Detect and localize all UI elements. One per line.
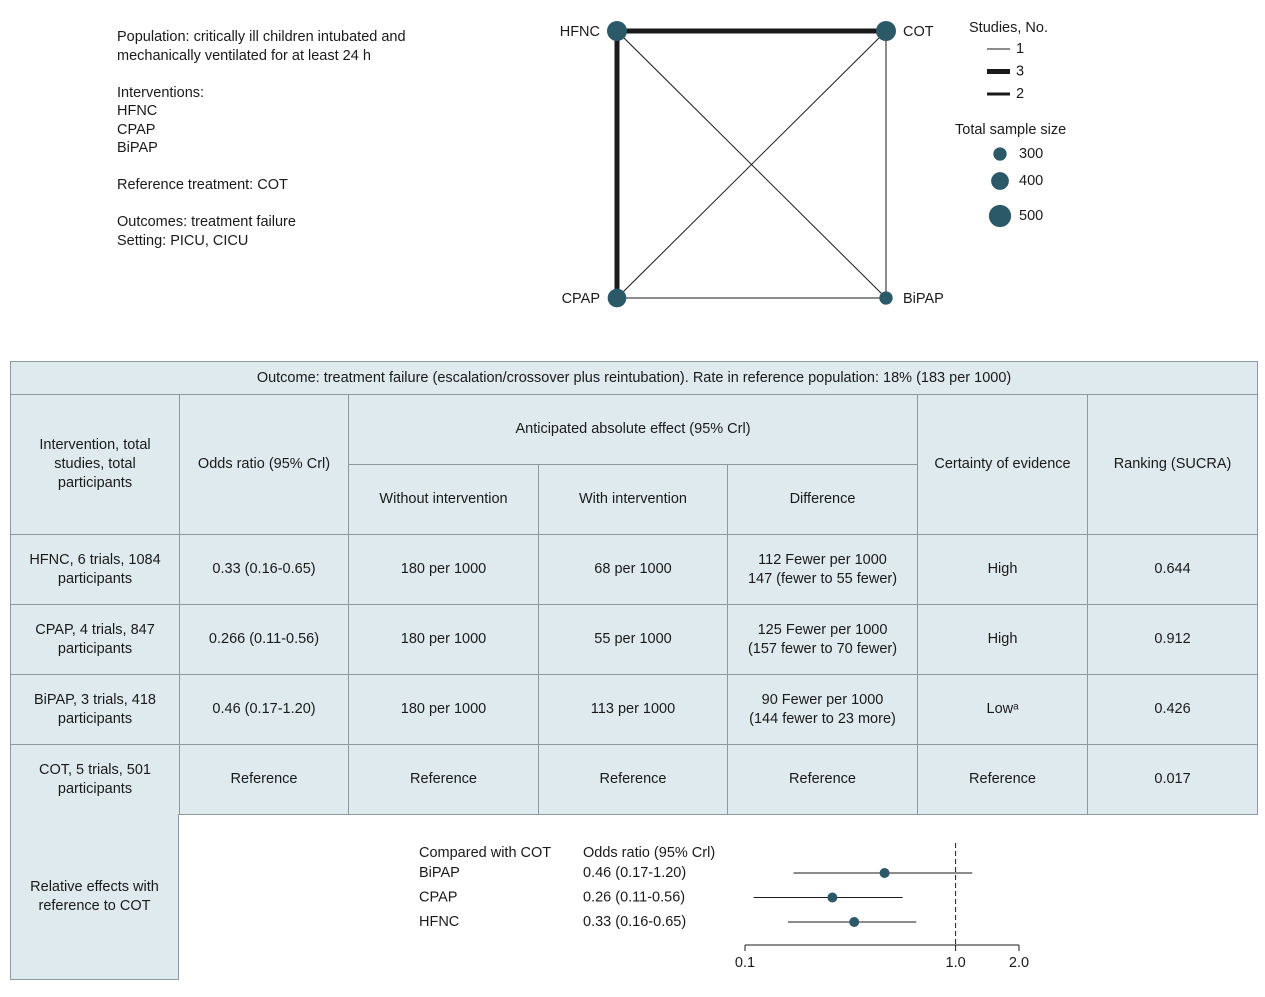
legend-circle: [988, 204, 1012, 228]
study-info: Population: critically ill children intu…: [117, 28, 406, 250]
legend-label: 1: [1016, 41, 1024, 57]
population: mechanically ventilated for at least 24 …: [117, 47, 371, 64]
difference-line: (144 fewer to 23 more): [749, 710, 896, 727]
difference-line: 125 Fewer per 1000: [757, 621, 888, 638]
cell: 125 Fewer per 1000 (157 fewer to 70 fewer…: [727, 604, 918, 675]
row-name: BiPAP: [419, 865, 460, 881]
intervention: BiPAP: [117, 140, 158, 156]
cell: COT, 5 trials, 501 participants: [10, 744, 180, 815]
intervention: HFNC: [117, 103, 158, 119]
point: [849, 917, 860, 927]
outcome-header: Outcome: treatment failure (escalation/c…: [9, 361, 1259, 395]
cell: 180 per 1000: [348, 534, 539, 605]
table-row: CPAP, 4 trials, 847 participants 0.266 (0…: [10, 604, 1259, 675]
cell: 68 per 1000: [538, 534, 728, 605]
point: [827, 892, 838, 903]
legend-title: Total sample size: [955, 122, 1066, 138]
cell: Reference: [538, 744, 728, 815]
node-label: HFNC: [560, 24, 600, 40]
edge: [616, 30, 887, 299]
reference: Reference treatment: COT: [117, 177, 288, 193]
node: [607, 21, 627, 41]
tick-label: 2.0: [1009, 955, 1029, 971]
cell: Reference: [727, 744, 918, 815]
cell: 180 per 1000: [348, 604, 539, 675]
difference-line: (157 fewer to 70 fewer): [747, 640, 898, 657]
legend-label: 3: [1016, 63, 1024, 79]
legend-label: 300: [1019, 146, 1043, 162]
table-row: BiPAP, 3 trials, 418 participants 0.46 (0…: [10, 674, 1259, 745]
cell: 113 per 1000: [538, 674, 728, 745]
header: Difference: [727, 464, 918, 535]
relative-effects-label: Relative effects with reference to COT: [10, 814, 179, 980]
legend-label: 400: [1019, 173, 1043, 189]
legend-circle: [993, 147, 1007, 161]
cell: 180 per 1000: [348, 674, 539, 745]
row-name: HFNC: [419, 914, 459, 930]
difference-line: Reference: [789, 771, 856, 787]
cell: High: [917, 534, 1088, 605]
node: [876, 21, 896, 41]
population: Population: critically ill children intu…: [117, 29, 406, 45]
legend-title: Studies, No.: [969, 20, 1048, 36]
tick-label: 0.1: [735, 955, 755, 971]
forest-header: Compared with COT: [419, 845, 551, 861]
legend-circle: [991, 172, 1009, 190]
outcomes: Outcomes: treatment failure: [117, 214, 296, 230]
forest-header: Odds ratio (95% Crl): [583, 845, 715, 861]
cell: Lowᵃ: [917, 674, 1088, 745]
tick-label: 1.0: [946, 955, 966, 971]
row-label: 0.26 (0.11-0.56): [583, 889, 685, 905]
evidence-table: Outcome: treatment failure (escalation/c…: [9, 361, 1259, 815]
header: Anticipated absolute effect (95% Crl): [348, 394, 918, 465]
difference-line: 112 Fewer per 1000: [758, 551, 887, 568]
node-label: COT: [903, 24, 934, 40]
row-label: 0.46 (0.17-1.20): [583, 865, 686, 881]
cell: BiPAP, 3 trials, 418 participants: [10, 674, 180, 745]
cell: 112 Fewer per 1000 147 (fewer to 55 fewer…: [727, 534, 918, 605]
forest-plot: Compared with COT Odds ratio (95% Crl) 0…: [419, 843, 1029, 971]
cell: Reference: [179, 744, 349, 815]
header: Intervention, total studies, total parti…: [10, 394, 180, 535]
table-row: COT, 5 trials, 501 participants Reference…: [10, 744, 1259, 815]
cell: Reference: [917, 744, 1088, 815]
cell: 90 Fewer per 1000 (144 fewer to 23 more): [727, 674, 918, 745]
point: [879, 868, 890, 878]
node-label: BiPAP: [903, 291, 944, 307]
header: Certainty of evidence: [917, 394, 1088, 535]
row-label: 0.33 (0.16-0.65): [583, 914, 686, 930]
cell: 0.426: [1086, 674, 1259, 745]
row-name: CPAP: [419, 889, 457, 905]
difference-line: 90 Fewer per 1000: [761, 691, 884, 708]
cell: 0.912: [1086, 604, 1259, 675]
cell: Reference: [348, 744, 539, 815]
cell: 0.644: [1086, 534, 1259, 605]
setting: Setting: PICU, CICU: [117, 232, 249, 249]
node: [607, 288, 627, 308]
cell: 55 per 1000: [538, 604, 728, 675]
header: Odds ratio (95% Crl): [179, 394, 349, 535]
header: Without intervention: [348, 464, 539, 535]
cell: 0.46 (0.17-1.20): [179, 674, 349, 745]
interventions-title: Interventions:: [117, 84, 205, 101]
table-row: HFNC, 6 trials, 1084 participants 0.33 (0…: [10, 534, 1259, 605]
cell: HFNC, 6 trials, 1084 participants: [10, 534, 180, 605]
header: With intervention: [538, 464, 728, 535]
intervention: CPAP: [117, 121, 156, 138]
node: [879, 291, 893, 305]
legend-label: 500: [1019, 208, 1043, 224]
cell: 0.017: [1086, 744, 1259, 815]
header: Ranking (SUCRA): [1086, 394, 1259, 535]
cell: 0.33 (0.16-0.65): [179, 534, 349, 605]
cell: High: [917, 604, 1088, 675]
cell: 0.266 (0.11-0.56): [179, 604, 349, 675]
difference-line: 147 (fewer to 55 fewer): [747, 570, 898, 587]
network-diagram: Studies, No. Total sample size HFNC COT CP…: [560, 20, 1066, 308]
legend-label: 2: [1016, 86, 1024, 102]
node-label: CPAP: [562, 291, 600, 307]
cell: CPAP, 4 trials, 847 participants: [10, 604, 180, 675]
